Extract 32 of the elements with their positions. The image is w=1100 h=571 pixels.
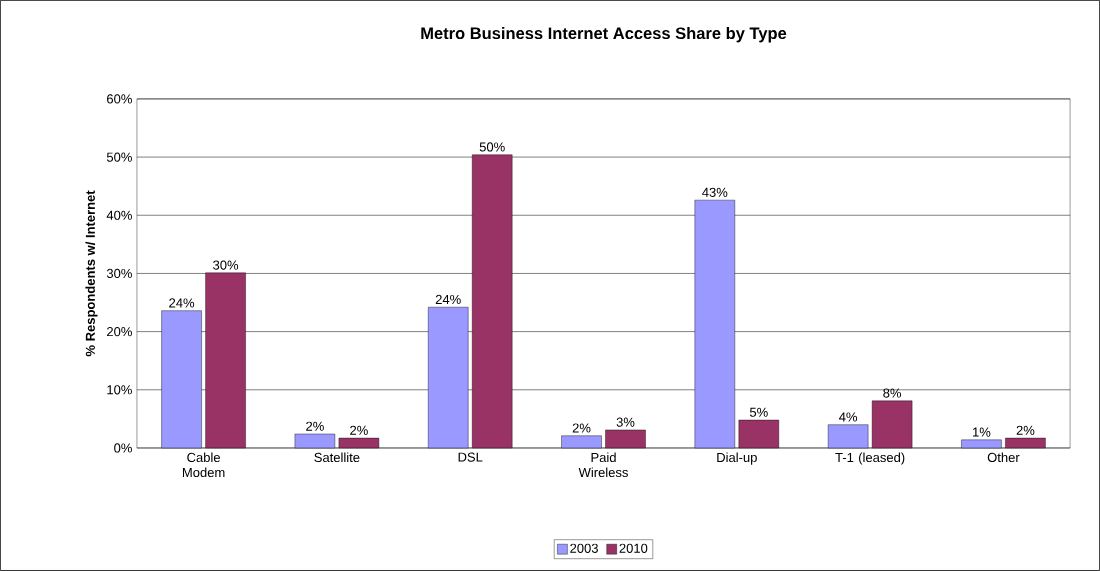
x-tick-label: Other (987, 452, 1020, 463)
x-tick-label: DSL (458, 452, 483, 462)
y-tick-label: 20% (107, 327, 132, 337)
data-label: 2% (306, 421, 324, 431)
y-tick-label: 30% (106, 268, 132, 279)
chart-title: Metro Business Internet Access Share by Type (421, 27, 787, 43)
data-label: 2% (1016, 425, 1035, 435)
x-tick-label: Dial-up (717, 452, 757, 465)
legend-label: 2003 (570, 543, 598, 553)
data-label: 2% (572, 423, 591, 433)
data-label: 30% (213, 260, 239, 270)
y-tick-label: 40% (106, 210, 132, 220)
x-tick-label: Cable Modem (182, 452, 225, 478)
data-label: 4% (839, 412, 858, 422)
y-tick-label: 50% (106, 152, 132, 162)
y-tick-label: 60% (107, 94, 132, 104)
data-label: 1% (973, 427, 991, 437)
x-tick-label: T-1 (leased) (835, 452, 905, 465)
data-label: 5% (749, 407, 768, 417)
data-label: 24% (435, 294, 461, 305)
y-axis-title: % Respondents w/ Internet (85, 190, 98, 357)
data-label: 43% (702, 187, 728, 197)
x-tick-label: Satellite (314, 452, 360, 463)
data-label: 3% (616, 417, 635, 427)
x-tick-label: Paid Wireless (578, 452, 628, 478)
data-label: 24% (169, 298, 195, 308)
legend-label: 2010 (619, 543, 648, 553)
data-label: 50% (479, 142, 505, 152)
data-label: 8% (883, 388, 902, 398)
data-label: 2% (350, 425, 368, 435)
y-tick-label: 0% (114, 443, 132, 453)
y-tick-label: 10% (107, 385, 132, 395)
